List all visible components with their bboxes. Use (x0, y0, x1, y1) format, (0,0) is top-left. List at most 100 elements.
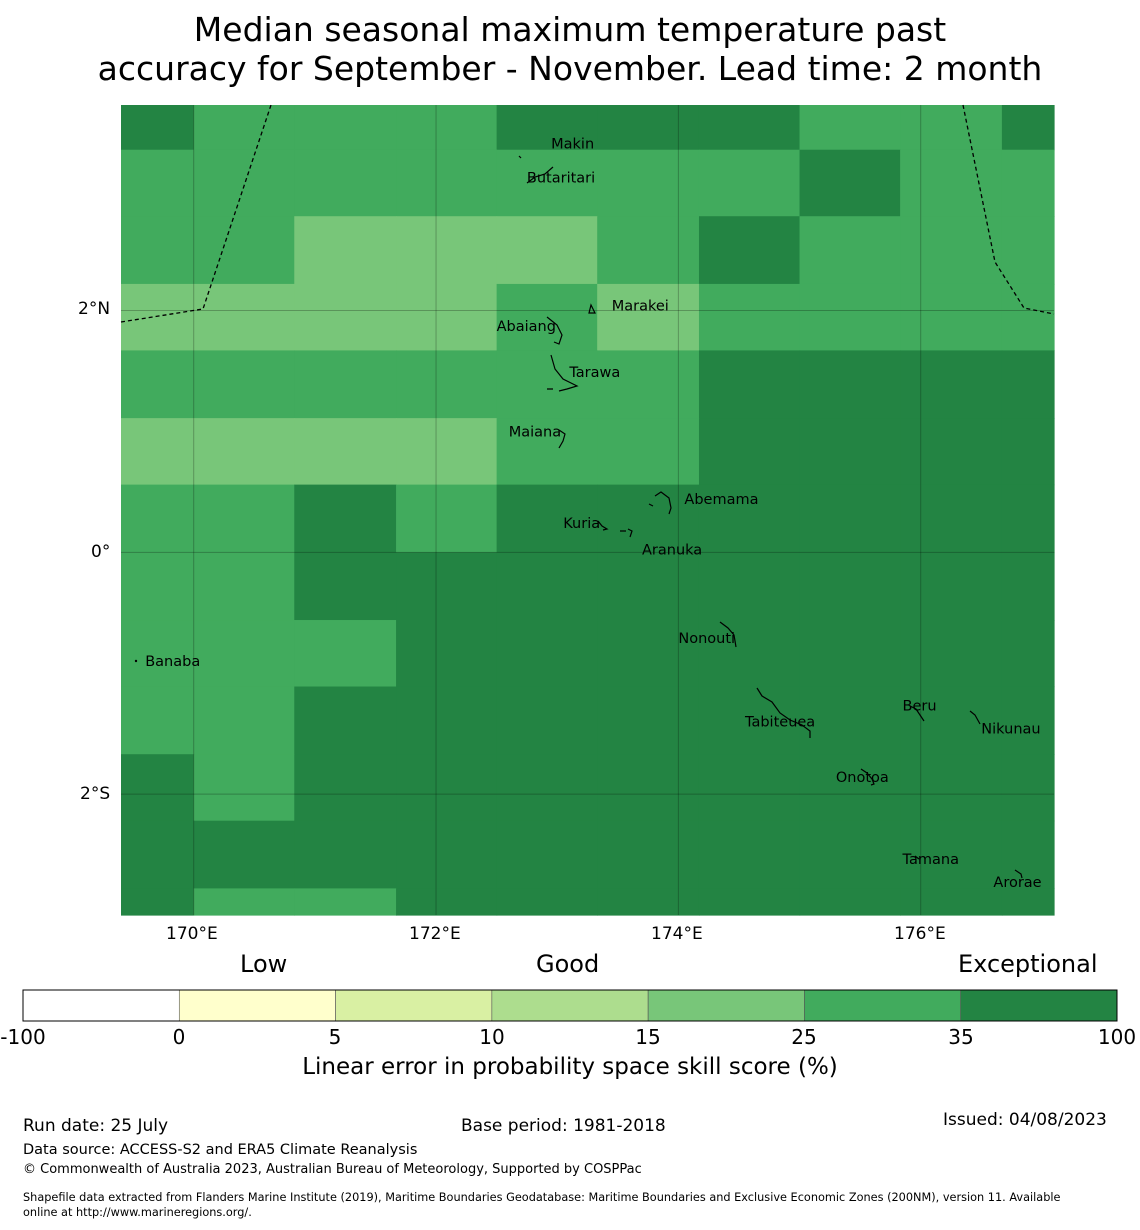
grid-cell (597, 283, 700, 352)
grid-cell (121, 105, 195, 151)
grid-cell (698, 283, 801, 352)
grid-cell (1001, 484, 1055, 553)
grid-cell (698, 552, 801, 621)
grid-cell (121, 283, 195, 352)
grid-cell (900, 754, 1003, 822)
grid-cell (193, 418, 295, 486)
title-line-2: accuracy for September - November. Lead … (97, 49, 1043, 88)
colorbar-tick: 100 (1097, 1025, 1137, 1049)
place-label: Nikunau (981, 722, 1040, 738)
place-label: Banaba (145, 654, 200, 670)
graticule (121, 105, 1054, 915)
grid-cell (1001, 552, 1055, 621)
colorbar-swatch (178, 989, 336, 1022)
grid-cell (121, 484, 195, 553)
grid-cell (1001, 149, 1055, 217)
grid-cell (121, 418, 195, 486)
grid-cell (496, 552, 598, 621)
grid-cell (698, 350, 801, 419)
grid-cell (799, 418, 901, 486)
grid-cell (121, 620, 195, 688)
island-outline (969, 710, 981, 725)
grid-cell (396, 216, 498, 285)
grid-cell (294, 216, 397, 285)
legend-category-exceptional: Exceptional (958, 950, 1098, 978)
lon-label-174e: 174°E (651, 924, 703, 944)
colorbar-tick: -100 (0, 1025, 46, 1049)
island-outline (134, 659, 138, 663)
grid-cell (396, 552, 498, 621)
grid-cell (396, 149, 498, 217)
eez-boundary-west (120, 104, 272, 323)
grid-cell (900, 552, 1003, 621)
grid-cell (193, 216, 295, 285)
grid-cell (121, 350, 195, 419)
grid-cell (1001, 754, 1055, 822)
place-label: Tabiteuea (744, 714, 815, 730)
issued-date: Issued: 04/08/2023 (943, 1110, 1107, 1130)
grid-cell (496, 888, 598, 916)
grid-cell (900, 283, 1003, 352)
grid-cell (396, 754, 498, 822)
grid-cell (396, 686, 498, 755)
grid-cell (1001, 216, 1055, 285)
grid-cell (597, 888, 700, 916)
grid-cell (698, 686, 801, 755)
island-outline (719, 621, 737, 648)
grid-cell (396, 888, 498, 916)
grid-cell (294, 686, 397, 755)
grid-cell (799, 216, 901, 285)
shapefile-credit-line-1: Shapefile data extracted from Flanders M… (23, 1191, 1061, 1204)
colorbar-swatch (647, 989, 805, 1022)
grid-cell (193, 620, 295, 688)
grid-cell (496, 149, 598, 217)
colorbar-tick: 35 (948, 1025, 974, 1049)
skill-grid (121, 105, 1055, 916)
place-label: Arorae (993, 875, 1041, 891)
colorbar-tick: 5 (328, 1025, 342, 1049)
lat-label-0: 0° (91, 542, 111, 562)
grid-cell (193, 686, 295, 755)
grid-cell (294, 149, 397, 217)
colorbar-swatch (491, 989, 649, 1022)
island-outline (1014, 869, 1023, 879)
grid-cell (597, 754, 700, 822)
grid-cell (698, 105, 801, 151)
grid-cell (1001, 820, 1055, 890)
place-labels: Makin Butaritari Marakei Abaiang Tarawa Maian… (145, 137, 1041, 892)
grid-cell (294, 418, 397, 486)
grid-cell (396, 283, 498, 352)
lat-label-2n: 2°N (78, 299, 111, 319)
grid-cell (900, 888, 1003, 916)
grid-cell (193, 552, 295, 621)
colorbar-tick: 10 (479, 1025, 505, 1049)
grid-cell (698, 754, 801, 822)
grid-cell (799, 283, 901, 352)
island-outlines (134, 155, 1023, 879)
title-line-1: Median seasonal maximum temperature past (193, 10, 947, 49)
grid-cell (799, 820, 901, 890)
eez-boundary (120, 104, 1055, 323)
place-label: Aranuka (642, 543, 702, 559)
grid-cell (193, 820, 295, 890)
grid-cell (698, 620, 801, 688)
grid-cell (597, 105, 700, 151)
grid-cell (799, 686, 901, 755)
grid-cell (496, 105, 598, 151)
grid-cell (900, 686, 1003, 755)
grid-cell (799, 105, 901, 151)
grid-cell (294, 754, 397, 822)
island-outline (860, 768, 875, 786)
island-outline (909, 705, 925, 722)
grid-cell (799, 350, 901, 419)
island-outline (648, 491, 672, 515)
grid-cell (294, 820, 397, 890)
grid-cell (799, 620, 901, 688)
grid-cell (294, 552, 397, 621)
colorbar-swatch (960, 989, 1118, 1022)
grid-cell (799, 754, 901, 822)
grid-cell (698, 149, 801, 217)
colorbar-label: Linear error in probability space skill … (302, 1054, 838, 1080)
island-outline (526, 166, 554, 184)
colorbar-swatch (804, 989, 962, 1022)
